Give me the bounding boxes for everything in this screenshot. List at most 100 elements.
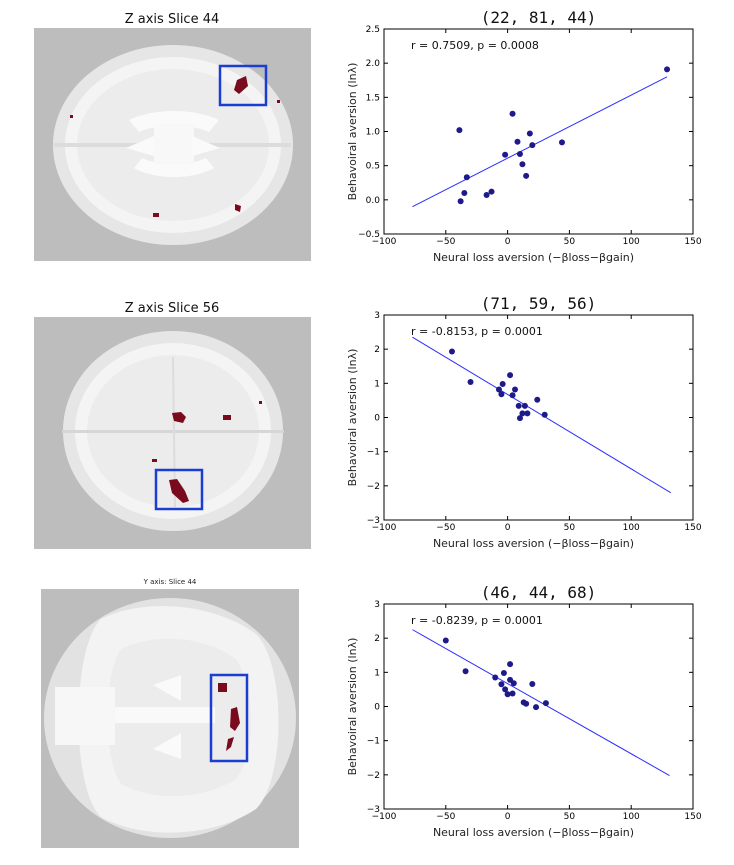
y-tick-label: 0.0	[366, 196, 381, 206]
data-point	[541, 411, 548, 418]
x-tick-label: 150	[684, 237, 701, 247]
brain-title-2: Z axis Slice 56	[124, 301, 220, 316]
data-point	[514, 138, 521, 145]
y-tick-label: 2	[374, 634, 380, 644]
fit-line	[412, 629, 670, 776]
data-point	[515, 402, 522, 409]
data-point	[519, 161, 526, 168]
data-point	[463, 174, 470, 181]
data-point	[664, 66, 671, 73]
y-tick-label: 3	[374, 311, 380, 321]
data-point	[516, 415, 523, 422]
data-point	[498, 391, 505, 398]
y-tick-label: 1.5	[366, 93, 380, 103]
fit-line	[412, 76, 668, 208]
y-axis-label: Behavoiral aversion (lnλ)	[346, 63, 359, 201]
data-point	[529, 680, 536, 687]
data-point	[492, 674, 499, 681]
x-tick-label: 100	[623, 812, 640, 822]
data-point	[457, 198, 464, 205]
data-point	[509, 110, 516, 117]
activation-blob	[230, 707, 240, 731]
data-point	[442, 637, 449, 644]
y-tick-label: 1	[374, 668, 380, 678]
brain-title-1: Z axis Slice 44	[124, 12, 220, 27]
chart-title: (71, 59, 56)	[481, 294, 597, 313]
x-tick-label: 0	[505, 812, 511, 822]
brain-slice-axial-56	[34, 317, 311, 549]
data-point	[495, 386, 502, 393]
data-point	[448, 348, 455, 355]
fit-line	[412, 336, 672, 494]
data-point	[488, 188, 495, 195]
x-tick-label: 0	[505, 523, 511, 533]
data-point	[502, 686, 509, 693]
data-point	[500, 670, 507, 677]
y-tick-label: −3	[367, 516, 380, 526]
plot-frame	[383, 28, 694, 235]
data-point	[509, 690, 516, 697]
data-point	[507, 661, 514, 668]
data-point	[523, 172, 530, 179]
data-point	[529, 142, 536, 149]
data-point	[519, 410, 526, 417]
x-axis-label: Neural loss aversion (−βloss−βgain)	[433, 537, 634, 550]
data-point	[523, 700, 530, 707]
data-point	[483, 192, 490, 199]
correlation-label: r = -0.8239, p = 0.0001	[411, 614, 543, 627]
data-point	[542, 700, 549, 707]
data-point	[526, 130, 533, 137]
data-point	[524, 410, 531, 417]
brain-slice-coronal-44	[41, 589, 299, 848]
x-tick-label: −100	[372, 237, 397, 247]
x-tick-label: 100	[623, 237, 640, 247]
y-tick-label: 2	[374, 345, 380, 355]
x-tick-label: −100	[372, 523, 397, 533]
y-tick-label: 0	[374, 414, 380, 424]
y-tick-label: −1	[367, 448, 380, 458]
data-point	[498, 681, 505, 688]
plot-frame	[383, 314, 694, 521]
activation-blob	[234, 76, 248, 94]
data-point	[507, 372, 514, 379]
correlation-label: r = 0.7509, p = 0.0008	[411, 39, 539, 52]
y-axis-label: Behavoiral aversion (lnλ)	[346, 638, 359, 776]
y-tick-label: −2	[367, 482, 380, 492]
data-point	[502, 151, 509, 158]
data-point	[521, 402, 528, 409]
y-tick-label: 2.5	[366, 25, 380, 35]
highlight-box	[209, 673, 249, 763]
y-tick-label: 3	[374, 600, 380, 610]
x-tick-label: −50	[436, 237, 455, 247]
y-axis-label: Behavoiral aversion (lnλ)	[346, 349, 359, 487]
x-tick-label: −50	[436, 523, 455, 533]
data-point	[467, 378, 474, 385]
data-point	[462, 668, 469, 675]
correlation-label: r = -0.8153, p = 0.0001	[411, 325, 543, 338]
x-tick-label: 150	[684, 523, 701, 533]
x-tick-label: 50	[564, 523, 576, 533]
data-point	[510, 680, 517, 687]
y-tick-label: −3	[367, 805, 380, 815]
chart-title: (22, 81, 44)	[481, 8, 597, 27]
data-point	[512, 386, 519, 393]
data-point	[534, 396, 541, 403]
x-tick-label: 150	[684, 812, 701, 822]
y-tick-label: −2	[367, 771, 380, 781]
x-tick-label: 0	[505, 237, 511, 247]
x-tick-label: −100	[372, 812, 397, 822]
y-tick-label: 0	[374, 703, 380, 713]
data-point	[558, 139, 565, 146]
y-tick-label: −0.5	[358, 230, 380, 240]
x-tick-label: 50	[564, 812, 576, 822]
x-tick-label: 50	[564, 237, 576, 247]
y-tick-label: 1.0	[366, 128, 381, 138]
data-point	[456, 127, 463, 134]
data-point	[504, 691, 511, 698]
y-tick-label: −1	[367, 737, 380, 747]
y-tick-label: 1	[374, 379, 380, 389]
x-tick-label: −50	[436, 812, 455, 822]
